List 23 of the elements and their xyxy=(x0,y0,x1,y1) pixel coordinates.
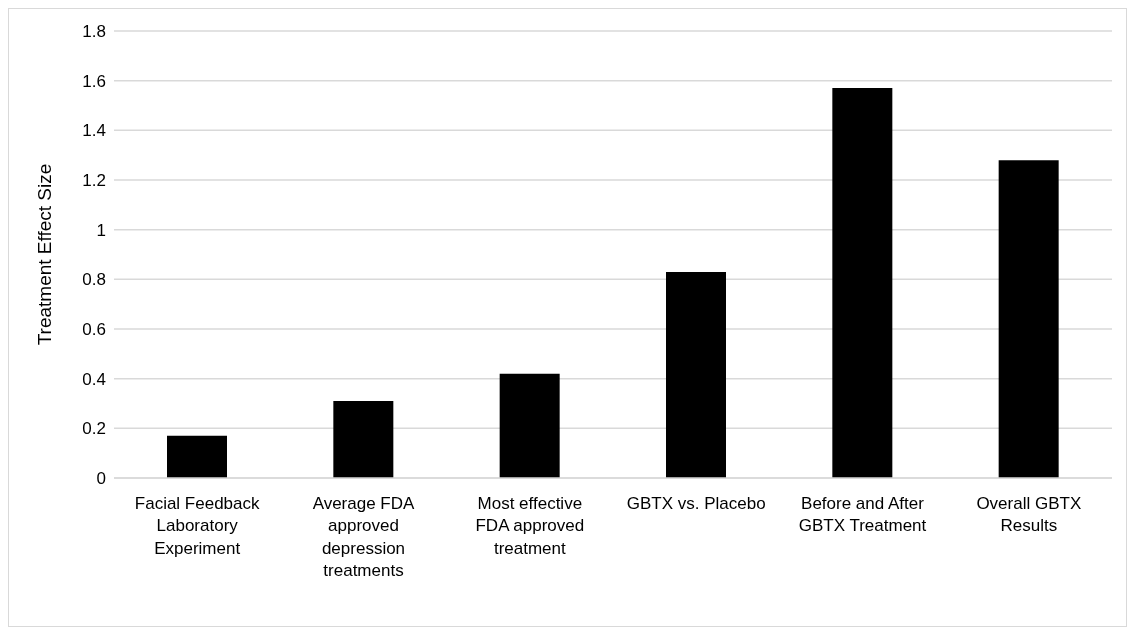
y-tick-label: 1.8 xyxy=(82,22,106,42)
bar xyxy=(998,160,1059,478)
bar xyxy=(167,435,227,478)
y-tick-label: 0.2 xyxy=(82,419,106,439)
bar xyxy=(666,271,726,478)
y-axis-title: Treatment Effect Size xyxy=(33,163,55,346)
x-tick-label: Before and After GBTX Treatment xyxy=(798,494,927,536)
x-tick-label: GBTX vs. Placebo xyxy=(626,494,766,514)
y-tick-label: 0.6 xyxy=(82,320,106,340)
y-tick-label: 0 xyxy=(96,469,106,489)
y-tick-label: 0.4 xyxy=(82,369,106,389)
x-tick-label: Average FDA approved depression treatments xyxy=(312,494,416,580)
x-tick-label: Overall GBTX Results xyxy=(976,494,1082,536)
y-tick-label: 1 xyxy=(96,220,106,240)
y-tick-label: 0.8 xyxy=(82,270,106,290)
y-tick-label: 1.2 xyxy=(82,171,106,191)
bar xyxy=(832,88,893,478)
bar xyxy=(499,373,560,478)
x-tick-label: Facial Feedback Laboratory Experiment xyxy=(134,494,261,558)
y-tick-label: 1.6 xyxy=(82,71,106,91)
bar xyxy=(333,401,394,478)
x-tick-label: Most effective FDA approved treatment xyxy=(475,494,585,558)
y-tick-label: 1.4 xyxy=(82,121,106,141)
